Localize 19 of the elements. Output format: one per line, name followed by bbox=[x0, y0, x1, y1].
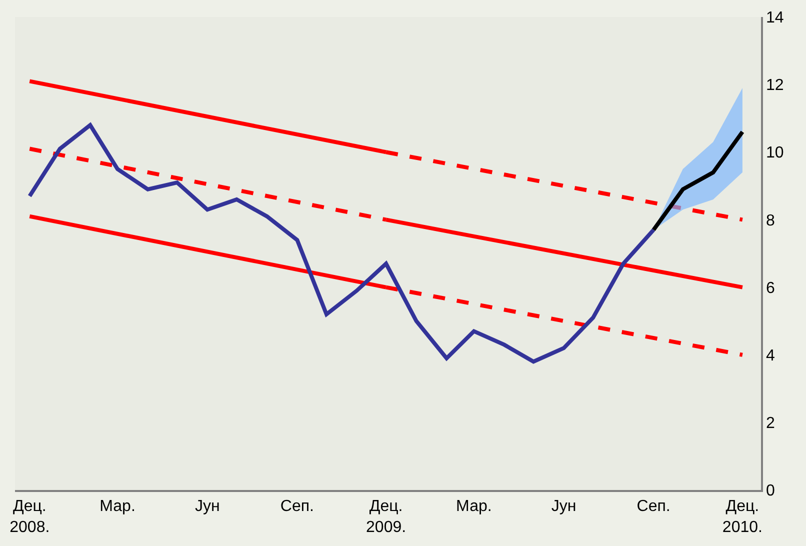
x-tick-label: Јун bbox=[194, 498, 220, 515]
x-tick-label: Мар. bbox=[100, 498, 136, 515]
x-tick-label: Мар. bbox=[456, 498, 492, 515]
line-series bbox=[652, 130, 744, 232]
y-tick-label: 14 bbox=[766, 10, 784, 27]
y-tick-label: 4 bbox=[766, 347, 775, 364]
y-tick-label: 12 bbox=[766, 77, 784, 94]
x-tick-label: Дец. 2010. bbox=[722, 498, 762, 536]
y-tick-label: 8 bbox=[766, 212, 775, 230]
line-series bbox=[28, 123, 656, 364]
y-tick-label: 10 bbox=[766, 144, 784, 162]
x-tick-label: Дец. 2009. bbox=[366, 498, 406, 536]
x-tick-label: Сеп. bbox=[636, 498, 670, 515]
y-tick-label: 6 bbox=[766, 280, 775, 297]
y-tick-label: 0 bbox=[766, 482, 775, 500]
x-tick-label: Дец. 2008. bbox=[10, 498, 50, 536]
y-tick-label: 2 bbox=[766, 415, 775, 432]
x-tick-label: Јун bbox=[551, 498, 576, 515]
x-tick-label: Сеп. bbox=[280, 498, 314, 515]
